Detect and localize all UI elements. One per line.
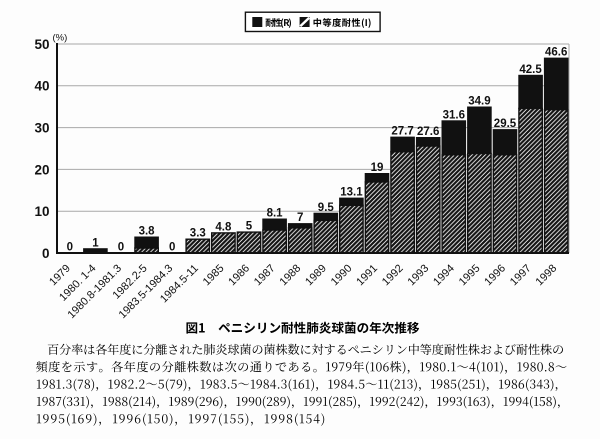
svg-text:9.5: 9.5 [318, 202, 335, 214]
svg-text:20: 20 [34, 162, 49, 177]
svg-text:34.9: 34.9 [468, 96, 490, 108]
svg-text:3.3: 3.3 [190, 228, 206, 240]
svg-text:40: 40 [34, 79, 49, 94]
svg-text:27.7: 27.7 [391, 126, 413, 138]
svg-text:27.6: 27.6 [417, 126, 439, 138]
svg-text:31.6: 31.6 [443, 109, 465, 121]
svg-text:13.1: 13.1 [340, 187, 363, 199]
svg-text:30: 30 [34, 121, 49, 136]
svg-text:5: 5 [246, 221, 253, 233]
svg-text:0: 0 [42, 246, 50, 261]
svg-text:50: 50 [34, 37, 49, 52]
svg-text:0: 0 [67, 242, 73, 254]
svg-text:19: 19 [371, 162, 384, 174]
svg-text:1: 1 [92, 237, 99, 249]
svg-text:7: 7 [297, 212, 303, 224]
svg-text:8.1: 8.1 [267, 208, 284, 220]
svg-text:10: 10 [34, 204, 49, 219]
svg-text:(%): (%) [53, 33, 68, 44]
svg-text:0: 0 [118, 242, 124, 254]
svg-text:0: 0 [169, 242, 175, 254]
svg-text:42.5: 42.5 [519, 64, 542, 76]
svg-text:46.6: 46.6 [545, 47, 567, 59]
svg-text:4.8: 4.8 [215, 221, 232, 233]
svg-text:3.8: 3.8 [139, 226, 156, 238]
svg-text:29.5: 29.5 [494, 118, 517, 130]
